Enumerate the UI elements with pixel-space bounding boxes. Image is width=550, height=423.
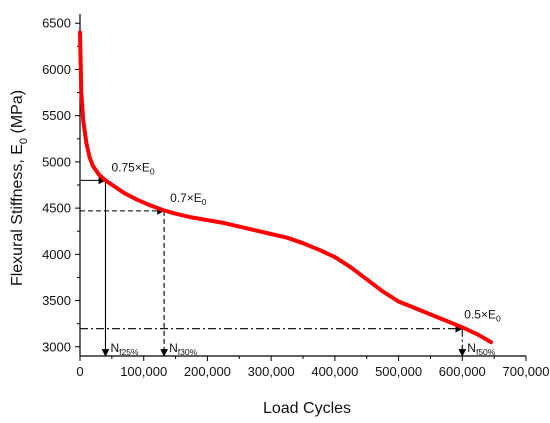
stiffness-threshold-label: 0.7×E0: [170, 191, 207, 207]
x-tick-label: 700,000: [503, 364, 550, 379]
cycles-to-failure-label: Nf30%: [169, 341, 197, 357]
y-tick-label: 5000: [42, 154, 71, 169]
y-tick-label: 4000: [42, 247, 71, 262]
y-axis-title-unit: (MPa): [9, 90, 26, 138]
y-axis-title-sub: 0: [18, 138, 30, 144]
cycles-to-failure-label: Nf25%: [110, 341, 138, 357]
y-tick-label: 3000: [42, 339, 71, 354]
x-tick-label: 0: [76, 364, 83, 379]
plot-area: 0 100,000 200,000 300,000 400,000 500,000 600,…: [42, 14, 550, 379]
x-tick-label: 100,000: [120, 364, 167, 379]
x-tick-label: 400,000: [311, 364, 358, 379]
y-axis-title: Flexural Stiffness, E0 (MPa): [9, 90, 30, 286]
x-tick-label: 200,000: [184, 364, 231, 379]
cycles-to-failure-label: Nf50%: [467, 341, 495, 357]
y-tick-label: 4500: [42, 201, 71, 216]
x-tick-label: 500,000: [375, 364, 422, 379]
y-tick-label: 3500: [42, 293, 71, 308]
stiffness-curve: [78, 30, 493, 345]
y-tick-label: 6500: [42, 16, 71, 31]
x-tick-label: 300,000: [248, 364, 295, 379]
x-axis-title: Load Cycles: [263, 400, 351, 417]
y-tick-label: 5500: [42, 108, 71, 123]
stiffness-threshold-label: 0.75×E0: [111, 160, 154, 176]
stiffness-threshold-label: 0.5×E0: [464, 308, 501, 324]
x-tick-label: 600,000: [439, 364, 486, 379]
y-tick-label: 6000: [42, 62, 71, 77]
y-axis-title-main: Flexural Stiffness, E: [9, 144, 26, 286]
